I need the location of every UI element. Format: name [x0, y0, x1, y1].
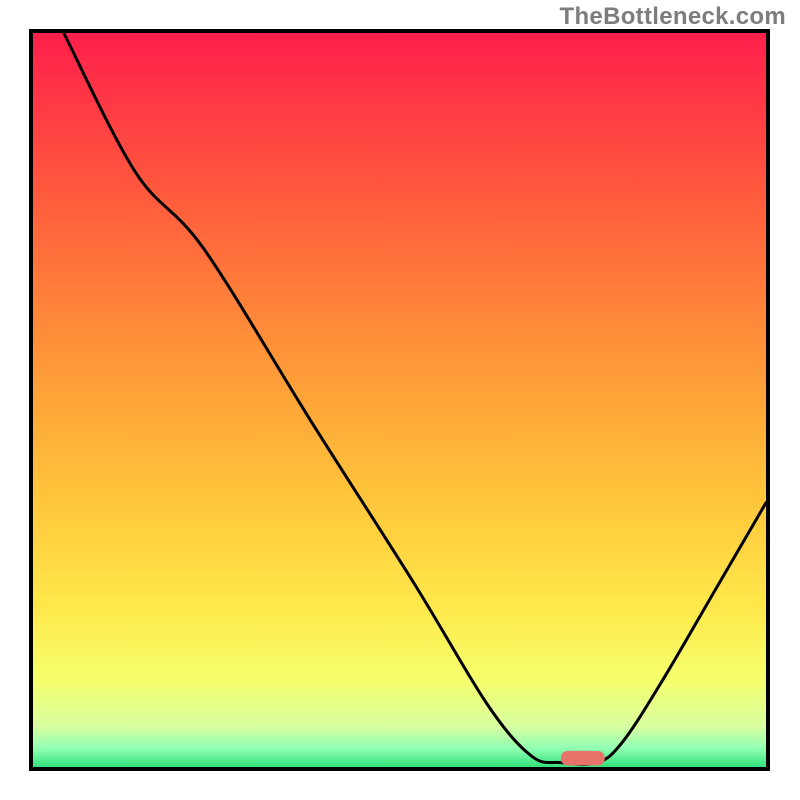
chart-root: TheBottleneck.com — [0, 0, 800, 800]
chart-background — [33, 33, 766, 767]
chart-svg — [0, 0, 800, 800]
optimal-marker — [561, 751, 605, 766]
watermark-text: TheBottleneck.com — [560, 3, 786, 31]
